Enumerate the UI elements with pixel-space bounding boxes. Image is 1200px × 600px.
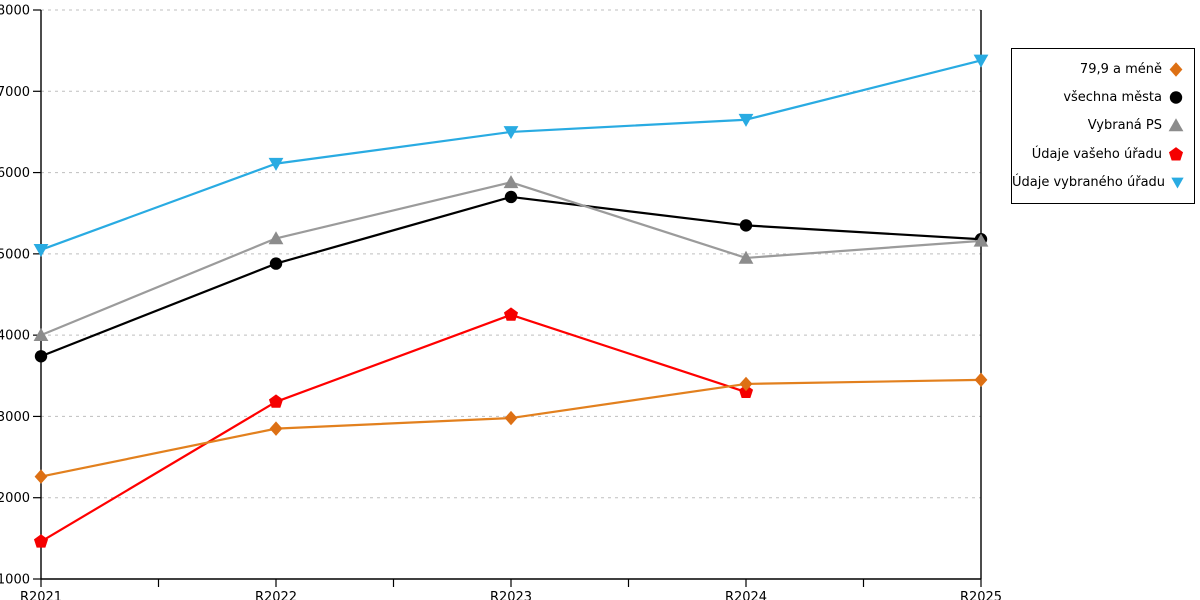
x-tick-label-R2021: R2021 [20,590,62,600]
series-2-point-R2025 [973,233,989,247]
legend-box: 79,9 a méně všechna města Vybraná PS Údaje … [1011,48,1195,204]
triangle-down-legend-marker-icon [1171,177,1184,189]
y-tick-label-5000: 5000 [0,247,30,262]
series-line-4 [40,59,982,251]
legend-item-1: všechna města [1012,89,1194,106]
y-tick-label-4000: 4000 [0,329,30,344]
legend-item-0: 79,9 a méně [1012,61,1194,78]
y-tick-label-8000: 8000 [0,4,30,19]
series-0-point-R2025 [974,372,988,388]
x-tick-label-R2022: R2022 [255,590,297,600]
series-2-point-R2024 [738,250,754,264]
series-1-point-R2024 [739,219,753,232]
series-line-3 [40,313,747,543]
y-tick-label-7000: 7000 [0,85,30,100]
series-4-point-R2025 [973,54,989,68]
series-4-point-R2022 [268,157,284,171]
series-4-point-R2021 [33,243,49,257]
series-3-point-R2024 [738,384,754,399]
x-tick-label-R2023: R2023 [490,590,532,600]
series-0-point-R2022 [269,421,283,436]
series-1-point-R2021 [34,350,48,363]
series-2-point-R2023 [503,175,519,189]
legend-label-2: Vybraná PS [1087,118,1162,134]
series-4-point-R2024 [738,113,754,127]
legend-label-4: Údaje vybraného úřadu [1012,175,1166,191]
series-0-point-R2021 [34,469,48,484]
series-1-point-R2023 [504,190,518,204]
legend-item-3: Údaje vašeho úřadu [1012,146,1194,163]
legend-item-4: Údaje vybraného úřadu [1012,174,1194,191]
legend-label-3: Údaje vašeho úřadu [1031,146,1162,162]
y-tick-label-2000: 2000 [0,491,30,506]
legend-item-2: Vybraná PS [1012,117,1194,134]
legend-label-1: všechna města [1063,90,1162,106]
y-tick-label-3000: 3000 [0,410,30,425]
y-tick-label-1000: 1000 [0,573,30,588]
series-0-point-R2024 [739,376,753,392]
series-1-point-R2022 [269,257,283,270]
x-tick-label-R2025: R2025 [960,590,1002,600]
series-3-point-R2022 [268,394,284,408]
series-2-point-R2022 [268,231,284,245]
series-3-point-R2021 [33,534,49,548]
diamond-legend-marker-icon [1169,61,1183,77]
circle-legend-marker-icon [1169,91,1183,104]
series-0-point-R2023 [504,410,518,426]
series-3-point-R2023 [503,307,519,321]
legend-label-0: 79,9 a méně [1079,61,1162,77]
pentagon-legend-marker-icon [1168,146,1184,161]
series-4-point-R2023 [503,126,519,140]
triangle-up-legend-marker-icon [1168,118,1184,132]
series-2-point-R2021 [33,327,49,341]
y-tick-label-6000: 6000 [0,166,30,181]
x-tick-label-R2024: R2024 [725,590,767,600]
series-line-0 [40,378,982,478]
